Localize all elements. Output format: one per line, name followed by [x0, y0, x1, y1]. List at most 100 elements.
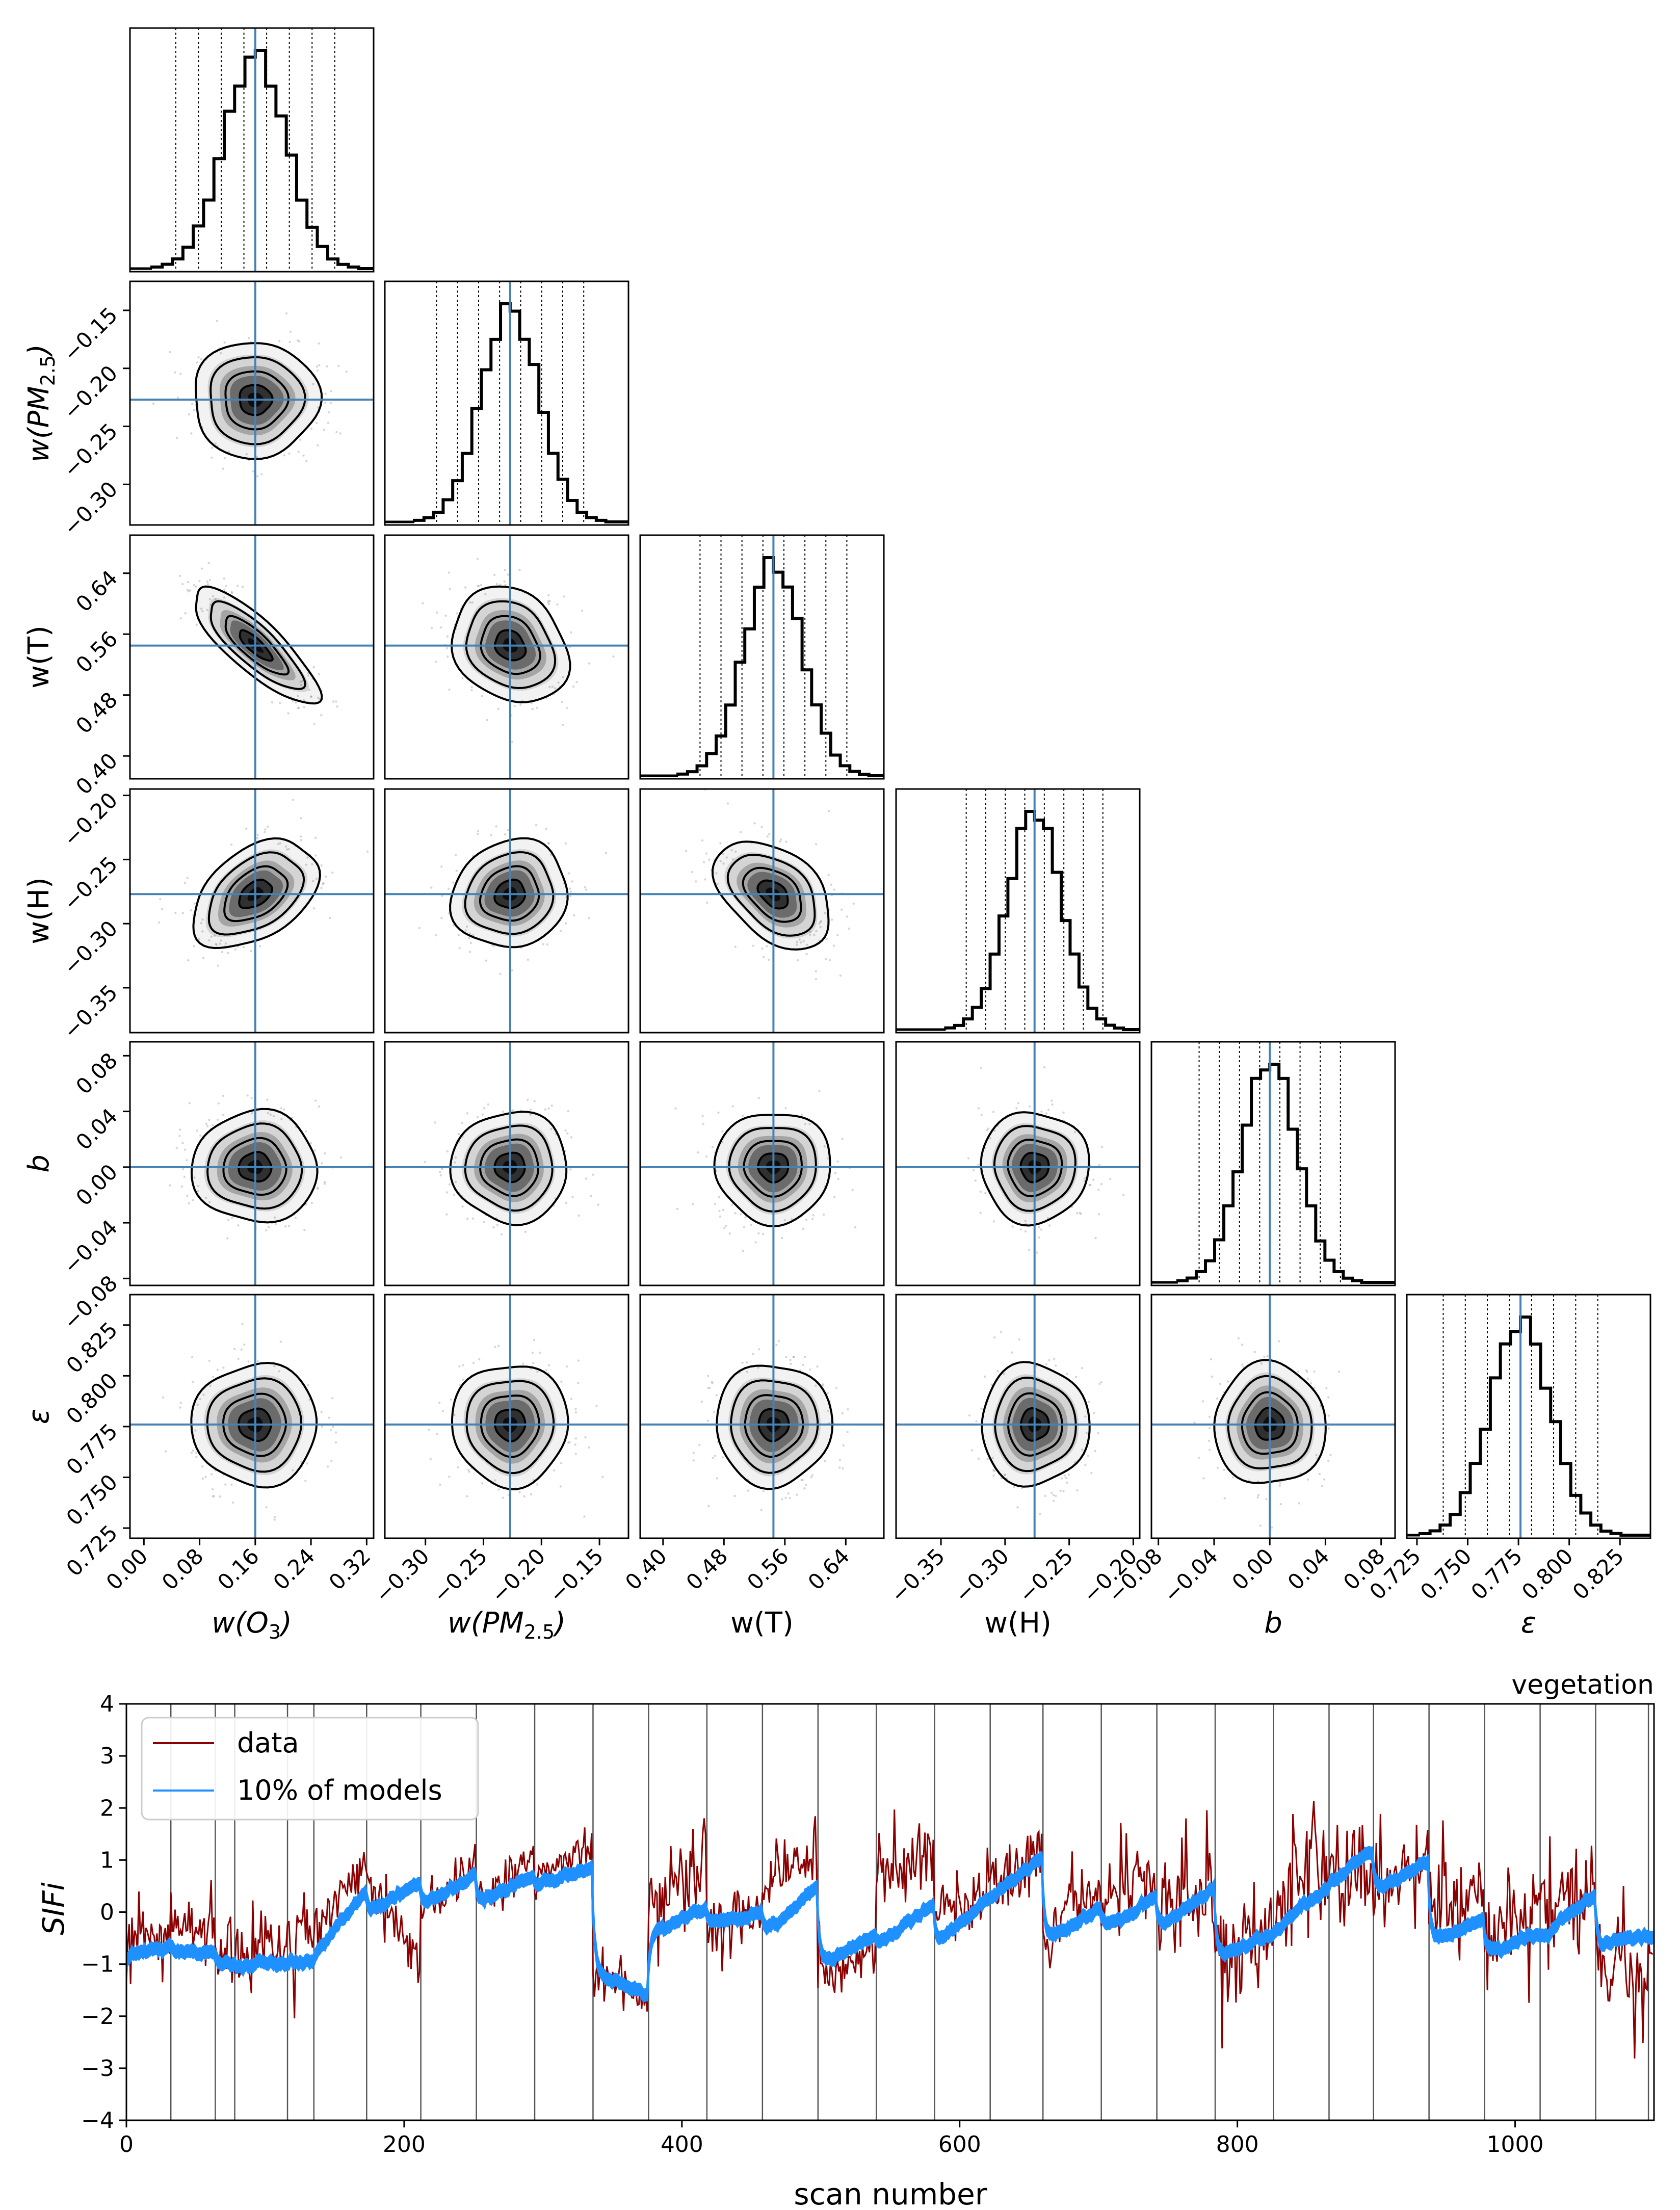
- sample-point: [739, 831, 742, 834]
- sample-point: [833, 1196, 836, 1198]
- sample-point: [323, 1182, 326, 1185]
- sample-point: [824, 958, 827, 961]
- sample-point: [458, 1133, 460, 1136]
- sample-point: [1079, 1212, 1081, 1214]
- sample-point: [1065, 1477, 1068, 1479]
- sample-point: [481, 1482, 484, 1485]
- sample-point: [320, 1411, 323, 1413]
- sample-point: [821, 1384, 824, 1387]
- sample-point: [554, 687, 557, 690]
- label-main: w(PM: [22, 386, 56, 462]
- sample-point: [231, 1217, 233, 1219]
- sample-point: [447, 887, 450, 890]
- sample-point: [560, 1380, 563, 1383]
- sample-point: [565, 922, 567, 925]
- sample-point: [815, 978, 818, 981]
- sample-point: [992, 1469, 995, 1471]
- sample-point: [847, 1408, 849, 1411]
- sample-point: [497, 1488, 500, 1491]
- sample-point: [722, 853, 725, 855]
- sample-point: [487, 1103, 490, 1106]
- sample-point: [212, 1495, 214, 1498]
- sample-point: [569, 887, 571, 890]
- sample-point: [318, 364, 321, 366]
- sample-point: [1097, 1432, 1099, 1435]
- sample-point: [523, 1495, 526, 1497]
- sample-point: [485, 959, 488, 962]
- panel-frame: [384, 788, 629, 1034]
- sample-point: [701, 839, 704, 842]
- pair-panel-b-wT: [639, 1041, 885, 1286]
- sample-point: [1004, 1474, 1006, 1477]
- sample-point: [310, 427, 313, 430]
- sample-point: [507, 573, 509, 576]
- sample-point: [250, 1097, 253, 1099]
- timeseries-axes: 0 200 400 600 800 1000 −4 −3 −2 −1 0 1 2 3 4: [81, 1691, 1655, 2158]
- sample-point: [320, 864, 323, 867]
- sample-point: [809, 1368, 811, 1371]
- hist-inner: [385, 281, 628, 525]
- sample-point: [201, 918, 204, 921]
- sample-point: [812, 1214, 815, 1217]
- sample-point: [826, 1157, 829, 1160]
- panel-frame: [384, 280, 629, 526]
- sample-point: [424, 1161, 426, 1163]
- sample-point: [477, 585, 479, 588]
- sample-point: [588, 1446, 591, 1449]
- sample-point: [484, 593, 487, 596]
- sample-point: [264, 831, 266, 833]
- sample-point: [441, 1168, 443, 1171]
- sample-point: [1305, 1369, 1308, 1372]
- sample-point: [446, 635, 449, 638]
- sample-point: [804, 1123, 807, 1125]
- sample-point: [559, 1485, 562, 1488]
- sample-point: [176, 397, 179, 399]
- sample-point: [574, 1408, 577, 1410]
- sample-point: [285, 848, 288, 851]
- sample-point: [312, 880, 314, 882]
- label-main: w(H): [22, 877, 56, 944]
- sample-point: [202, 957, 205, 959]
- sample-point: [315, 422, 318, 425]
- sample-point: [811, 1474, 814, 1477]
- sample-point: [334, 1441, 337, 1444]
- sample-point: [313, 1149, 316, 1152]
- sample-point: [250, 950, 252, 953]
- sample-point: [197, 356, 200, 359]
- sample-point: [214, 597, 217, 600]
- sample-point: [303, 706, 305, 708]
- sample-point: [292, 1469, 294, 1471]
- sample-point: [1011, 1225, 1014, 1228]
- sample-point: [245, 453, 248, 456]
- sample-point: [234, 948, 237, 951]
- hist-inner: [640, 535, 884, 779]
- sample-point: [466, 1495, 468, 1497]
- sample-point: [557, 681, 560, 684]
- sample-point: [504, 833, 506, 836]
- sample-point: [977, 1163, 980, 1166]
- sample-point: [1040, 1228, 1042, 1231]
- sample-point: [179, 1406, 181, 1409]
- sample-point: [454, 1161, 456, 1164]
- sample-point: [217, 964, 219, 967]
- sample-point: [692, 1452, 695, 1454]
- sample-point: [446, 1150, 449, 1153]
- sample-point: [562, 676, 564, 678]
- sample-point: [804, 1356, 806, 1358]
- sample-point: [550, 1127, 553, 1130]
- sample-point: [445, 1191, 449, 1194]
- sample-point: [495, 583, 498, 586]
- sample-point: [204, 1476, 207, 1478]
- sample-point: [1298, 1502, 1300, 1505]
- sample-point: [318, 342, 320, 345]
- sample-point: [1087, 1455, 1090, 1457]
- ts-y-tick-label: −3: [81, 2056, 114, 2082]
- sample-point: [726, 802, 729, 805]
- sample-point: [191, 403, 194, 406]
- pair-inner: [130, 281, 374, 525]
- corner-plot: −0.30−0.25−0.20−0.15w(PM2.5)0.400.480.56…: [22, 27, 1651, 1643]
- sample-point: [612, 655, 615, 658]
- hist-inner: [896, 789, 1140, 1033]
- sample-point: [692, 1459, 695, 1462]
- panel-frame: [384, 534, 629, 780]
